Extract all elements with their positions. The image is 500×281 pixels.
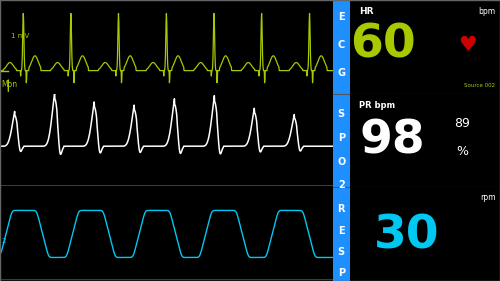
Text: 89: 89 [454, 117, 470, 130]
Text: E: E [338, 226, 344, 236]
Text: P: P [338, 133, 345, 143]
Text: E: E [338, 12, 344, 22]
Text: Source 002: Source 002 [464, 83, 496, 89]
Text: 2: 2 [338, 180, 344, 191]
Text: S: S [338, 109, 345, 119]
Text: ♥: ♥ [458, 35, 476, 55]
Text: 30: 30 [374, 213, 440, 258]
Text: 1 mV: 1 mV [10, 33, 29, 39]
Text: 60: 60 [350, 23, 416, 68]
Text: HR: HR [359, 6, 374, 15]
Text: G: G [337, 68, 345, 78]
Text: S: S [338, 247, 345, 257]
Text: bpm: bpm [478, 6, 496, 15]
Text: %: % [456, 145, 468, 158]
Text: C: C [338, 40, 345, 50]
Text: O: O [337, 157, 345, 167]
Text: 2: 2 [2, 239, 6, 244]
Text: Mon: Mon [2, 80, 18, 89]
Text: R: R [338, 204, 345, 214]
Text: 98: 98 [359, 118, 425, 163]
Text: P: P [338, 268, 345, 278]
Text: PR bpm: PR bpm [359, 101, 395, 110]
Text: rpm: rpm [480, 193, 496, 202]
